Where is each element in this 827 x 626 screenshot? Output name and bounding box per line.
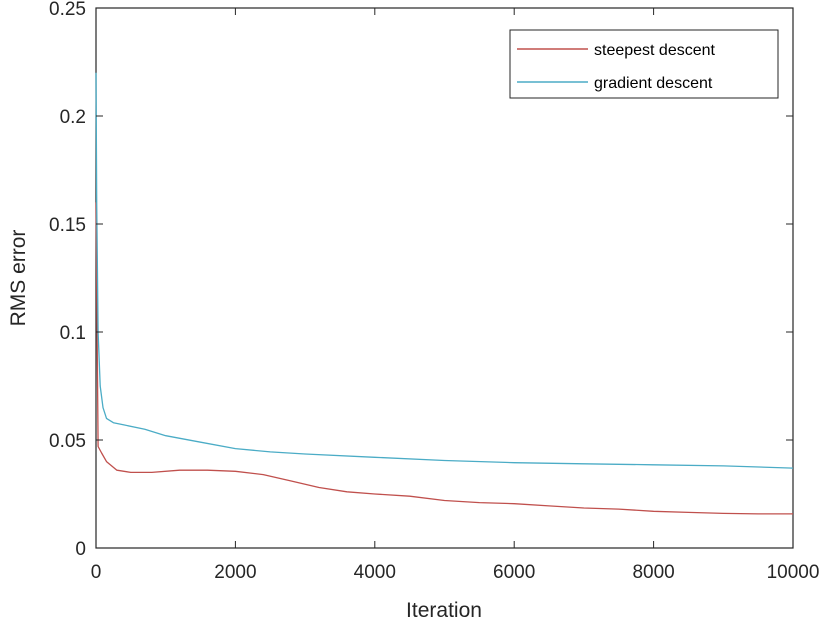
y-tick-label: 0.25 <box>49 0 86 20</box>
x-tick-label: 2000 <box>214 562 256 583</box>
series-line-gradient-descent <box>95 72 794 469</box>
x-tick-label: 8000 <box>632 562 674 583</box>
legend-entry: steepest descent <box>594 42 716 59</box>
legend-box <box>509 29 779 99</box>
y-axis-label: RMS error <box>7 230 30 327</box>
x-tick-label: 10000 <box>767 562 820 583</box>
legend-entry: gradient descent <box>594 75 713 92</box>
x-tick-label: 6000 <box>493 562 535 583</box>
x-tick-label: 0 <box>91 562 102 583</box>
series-layer <box>95 72 794 515</box>
axis-ticks: 0 2000 4000 6000 8000 10000 0 0.05 0.1 0.15 0.2 0.2… <box>49 0 819 583</box>
y-tick-label: 0.1 <box>60 323 86 344</box>
y-tick-label: 0 <box>75 539 86 560</box>
x-tick-label: 4000 <box>354 562 396 583</box>
series-line-steepest-descent <box>95 202 793 515</box>
legend: steepest descent gradient descent <box>509 29 779 99</box>
y-tick-label: 0.2 <box>60 107 86 128</box>
x-axis-label: Iteration <box>406 599 482 622</box>
y-tick-label: 0.05 <box>49 431 86 452</box>
y-tick-label: 0.15 <box>49 215 86 236</box>
